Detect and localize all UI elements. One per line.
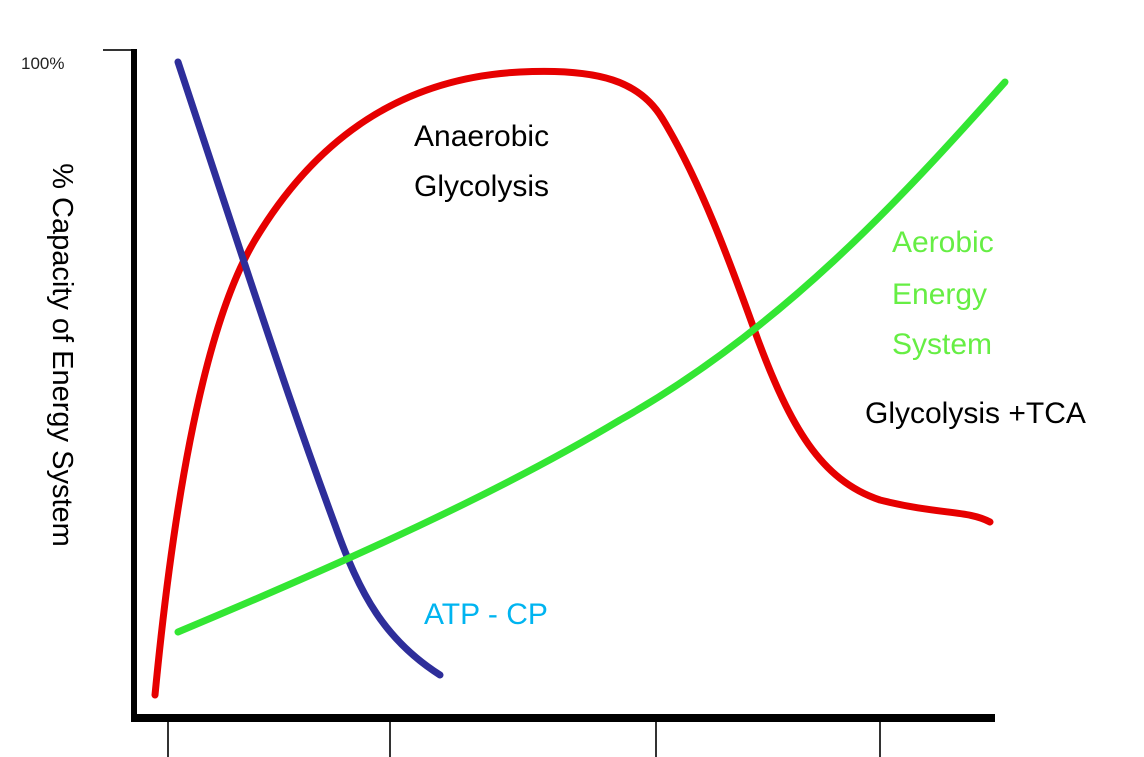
anaerobic-glycolysis-curve [151,67,994,699]
y-axis-label: % Capacity of Energy System [46,163,78,547]
atp-cp-label: ATP - CP [424,598,548,631]
aerobic-curve [174,78,1009,636]
aerobic-sublabel: Glycolysis +TCA [865,397,1086,430]
anaerobic-label-line1: Anaerobic [414,120,550,153]
y-axis-top-label: 100% [21,54,65,73]
anaerobic-label-line2: Glycolysis [414,170,550,203]
atp-cp-curve [174,58,444,679]
aerobic-label-line2: Energy [892,278,988,311]
aerobic-label-line1: Aerobic [892,226,994,259]
aerobic-label-line3: System [892,328,993,361]
